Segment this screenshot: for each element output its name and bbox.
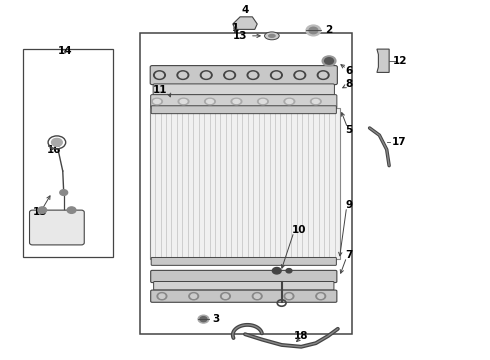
Bar — [150, 108, 340, 259]
Circle shape — [252, 293, 262, 300]
Circle shape — [191, 294, 196, 298]
Polygon shape — [377, 49, 389, 72]
Text: 11: 11 — [152, 85, 167, 95]
Text: 10: 10 — [292, 225, 306, 235]
Bar — [23, 49, 113, 257]
FancyBboxPatch shape — [151, 257, 336, 265]
Circle shape — [247, 71, 259, 80]
Circle shape — [325, 58, 333, 64]
Ellipse shape — [265, 32, 279, 40]
Text: 12: 12 — [392, 55, 407, 66]
Circle shape — [200, 317, 207, 321]
Text: 2: 2 — [326, 26, 333, 35]
Circle shape — [270, 71, 282, 80]
Ellipse shape — [286, 99, 293, 103]
Circle shape — [294, 71, 306, 80]
Ellipse shape — [152, 98, 162, 105]
Polygon shape — [233, 17, 257, 30]
Text: 4: 4 — [241, 5, 249, 15]
FancyBboxPatch shape — [151, 106, 336, 114]
Circle shape — [254, 294, 260, 298]
Text: 9: 9 — [345, 200, 352, 210]
Circle shape — [157, 293, 167, 300]
Circle shape — [177, 71, 189, 80]
Ellipse shape — [233, 99, 240, 103]
Circle shape — [284, 293, 294, 300]
Bar — [150, 108, 340, 259]
Text: 7: 7 — [345, 250, 352, 260]
Circle shape — [226, 72, 234, 78]
Ellipse shape — [260, 99, 267, 103]
Ellipse shape — [178, 98, 189, 105]
Text: 16: 16 — [47, 144, 62, 154]
FancyBboxPatch shape — [154, 282, 334, 290]
Circle shape — [200, 71, 212, 80]
Circle shape — [272, 267, 281, 274]
Bar — [140, 33, 352, 334]
FancyBboxPatch shape — [151, 290, 337, 302]
Text: 6: 6 — [345, 66, 352, 76]
Circle shape — [51, 138, 62, 146]
Ellipse shape — [205, 98, 216, 105]
FancyBboxPatch shape — [153, 84, 334, 95]
Text: 13: 13 — [233, 31, 247, 41]
Ellipse shape — [207, 99, 214, 103]
Circle shape — [319, 72, 327, 78]
Circle shape — [286, 269, 292, 273]
Ellipse shape — [268, 34, 276, 38]
FancyBboxPatch shape — [151, 95, 337, 108]
Text: 15: 15 — [32, 207, 47, 217]
Circle shape — [272, 72, 280, 78]
Circle shape — [222, 294, 228, 298]
Circle shape — [156, 72, 163, 78]
Circle shape — [179, 72, 187, 78]
Ellipse shape — [313, 99, 319, 103]
Text: 14: 14 — [58, 46, 73, 56]
Circle shape — [159, 294, 165, 298]
Text: 3: 3 — [212, 314, 220, 324]
Ellipse shape — [154, 99, 160, 103]
Circle shape — [322, 56, 336, 66]
Circle shape — [249, 72, 257, 78]
Circle shape — [38, 207, 47, 213]
Circle shape — [306, 25, 321, 36]
Text: 5: 5 — [345, 125, 352, 135]
Circle shape — [198, 315, 209, 323]
Circle shape — [286, 294, 292, 298]
Circle shape — [224, 71, 236, 80]
Circle shape — [154, 71, 165, 80]
Circle shape — [296, 72, 304, 78]
FancyBboxPatch shape — [150, 66, 337, 85]
Ellipse shape — [311, 98, 321, 105]
Circle shape — [60, 190, 68, 195]
Circle shape — [318, 71, 329, 80]
FancyBboxPatch shape — [151, 270, 337, 283]
Text: 8: 8 — [345, 79, 352, 89]
Circle shape — [189, 293, 198, 300]
Circle shape — [309, 27, 318, 34]
Circle shape — [220, 293, 230, 300]
Text: 1: 1 — [232, 23, 239, 33]
Ellipse shape — [180, 99, 187, 103]
Text: 17: 17 — [392, 138, 406, 147]
Circle shape — [202, 72, 210, 78]
Text: 18: 18 — [294, 331, 308, 341]
FancyBboxPatch shape — [29, 210, 84, 245]
Ellipse shape — [258, 98, 269, 105]
Ellipse shape — [284, 98, 295, 105]
Circle shape — [318, 294, 324, 298]
Ellipse shape — [231, 98, 242, 105]
Circle shape — [316, 293, 326, 300]
Circle shape — [67, 207, 76, 213]
